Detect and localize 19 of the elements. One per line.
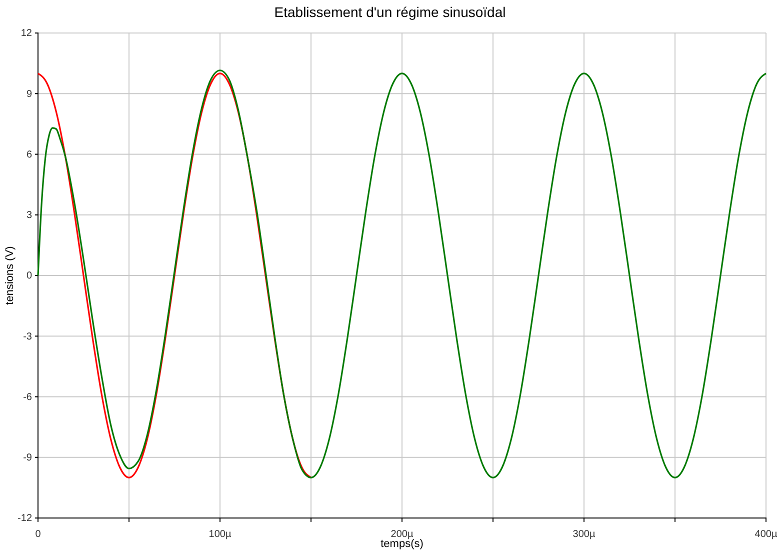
y-tick-label: 9 bbox=[26, 88, 32, 100]
x-tick-label: 300µ bbox=[572, 529, 596, 540]
y-axis-title: tensions (V) bbox=[4, 246, 16, 305]
y-tick-label: -12 bbox=[18, 513, 32, 524]
y-tick-label: -9 bbox=[23, 452, 32, 464]
y-tick-label: 3 bbox=[26, 210, 32, 222]
chart-title: Etablissement d'un régime sinusoïdal bbox=[274, 4, 506, 20]
y-tick-label: 6 bbox=[26, 149, 32, 160]
x-tick-label: 400µ bbox=[754, 529, 778, 540]
x-tick-label: 100µ bbox=[208, 529, 232, 540]
x-axis-title: temps(s) bbox=[380, 538, 424, 550]
y-tick-label: -3 bbox=[23, 331, 32, 342]
x-tick-label: 0 bbox=[35, 529, 42, 540]
y-tick-label: 0 bbox=[26, 270, 32, 282]
y-tick-label: -6 bbox=[23, 392, 32, 403]
line-series bbox=[37, 70, 767, 478]
y-tick-label: 12 bbox=[20, 28, 32, 40]
line-series bbox=[37, 72, 312, 478]
x-tick-label: 200µ bbox=[390, 529, 414, 540]
